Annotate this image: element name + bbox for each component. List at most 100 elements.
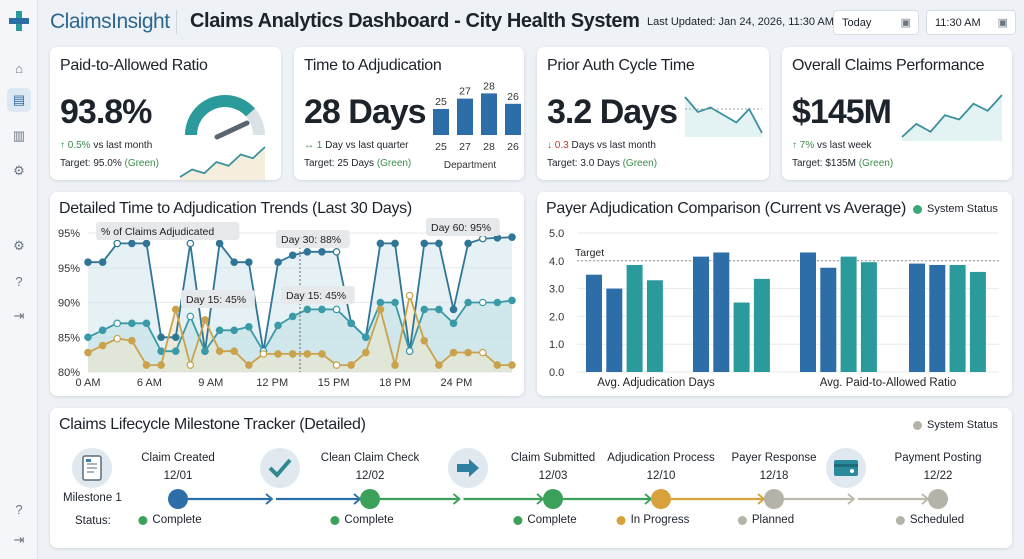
help-icon[interactable]: ? <box>15 273 23 289</box>
calendar-icon: ▣ <box>900 17 911 29</box>
data-point <box>464 348 472 357</box>
data-point <box>201 316 209 324</box>
legend-dot <box>913 420 922 430</box>
kpi-value: 93.8% <box>60 93 152 131</box>
milestone-status: Planned <box>737 514 794 526</box>
data-point <box>303 350 312 358</box>
data-point <box>128 336 136 345</box>
milestone-date: 12/10 <box>646 470 676 482</box>
category-label: Avg. Paid-to-Allowed Ratio <box>820 377 957 389</box>
data-point <box>435 239 443 248</box>
payer-bar <box>840 256 857 372</box>
annotation-label: Day 15: 45% <box>186 294 246 306</box>
logout-icon[interactable]: ⇥ <box>13 308 25 323</box>
milestone-name: Clean Claim Check <box>320 452 420 464</box>
dashboard-icon[interactable]: ▤ <box>7 88 31 112</box>
status-text: Scheduled <box>909 514 965 526</box>
data-point <box>318 305 326 314</box>
target-status: (Green) <box>622 158 658 169</box>
milestone-tracker: Claims Lifecycle Milestone Tracker (Deta… <box>50 408 1012 548</box>
logout-icon[interactable]: ⇥ <box>13 532 25 547</box>
milestone-step[interactable]: Clean Claim Check 12/02 <box>321 449 419 485</box>
data-point <box>274 350 282 358</box>
bar-chart-icon[interactable]: ▥ <box>12 128 26 143</box>
time-value: 11:30 AM <box>935 17 981 29</box>
data-point <box>376 298 385 307</box>
data-point <box>361 348 370 357</box>
data-point <box>435 361 443 369</box>
milestone-step[interactable]: Claim Submitted 12/03 <box>511 449 595 485</box>
milestone-date: 12/03 <box>538 470 568 482</box>
data-point <box>84 258 92 266</box>
bar-value-label: 28 <box>483 80 495 92</box>
kpi-value: $145M <box>792 93 892 131</box>
legend-dot <box>913 204 922 214</box>
kpi-value: 28 Days <box>304 93 427 131</box>
milestone-step[interactable]: Claim Created 12/01 <box>141 449 215 485</box>
milestone-date: 12/02 <box>355 470 385 482</box>
status-text: Complete <box>152 514 202 526</box>
data-point <box>230 258 239 266</box>
data-point <box>332 247 341 256</box>
target-text: Target: 95.0% <box>60 158 125 169</box>
milestone-status: Complete <box>513 514 577 526</box>
help-icon[interactable]: ? <box>15 501 23 517</box>
bar-value-label: 25 <box>435 96 447 108</box>
annotation-label: Day 60: 95% <box>431 222 491 234</box>
data-point <box>391 298 399 307</box>
data-point <box>98 341 107 350</box>
payer-chart-card: Payer Adjudication Comparison (Current v… <box>537 192 1012 396</box>
data-point <box>98 326 107 335</box>
data-point <box>449 348 458 357</box>
data-point <box>288 251 297 260</box>
milestone-node <box>543 489 563 509</box>
brand-name: ClaimsInsight <box>50 10 170 33</box>
track-arrow <box>847 493 856 505</box>
delta-value: 0.5% <box>67 140 91 151</box>
milestone-node <box>360 489 380 509</box>
payer-bar <box>969 271 986 372</box>
data-point <box>215 239 224 248</box>
logo-icon <box>9 11 29 31</box>
payer-legend: System Status <box>913 203 998 215</box>
payer-bar <box>693 256 709 372</box>
milestone-node <box>764 489 784 509</box>
y-tick-label: 95% <box>58 263 80 275</box>
target-text: Target: 3.0 Days <box>547 158 623 169</box>
time-picker[interactable]: 11:30 AM ▣ <box>926 10 1016 35</box>
milestone-status: Complete <box>138 514 202 526</box>
milestone-date: 12/22 <box>923 470 953 482</box>
kpi-title: Prior Auth Cycle Time <box>547 57 695 74</box>
home-icon[interactable]: ⌂ <box>15 60 23 76</box>
annotation-label: % of Claims Adjudicated <box>101 226 214 238</box>
data-point <box>142 319 151 328</box>
annotation-label: Day 30: 88% <box>281 234 341 246</box>
delta-text: vs last week <box>814 140 872 151</box>
data-point <box>215 347 224 355</box>
data-point <box>171 333 180 342</box>
x-tick-label: 9 AM <box>198 377 223 389</box>
data-point <box>478 298 487 307</box>
gear-icon[interactable]: ⚙ <box>13 238 25 253</box>
data-point <box>215 326 224 335</box>
milestone-step[interactable]: Payment Posting 12/22 <box>895 449 982 485</box>
data-point <box>303 247 312 256</box>
settings-icon[interactable]: ⚙ <box>13 163 25 178</box>
status-dot <box>330 515 340 525</box>
milestone-name: Payer Response <box>731 452 817 464</box>
milestone-step[interactable]: Adjudication Process 12/10 <box>607 449 714 485</box>
payer-bar <box>606 288 623 372</box>
y-tick-label: 3.0 <box>549 284 564 296</box>
dept-bar <box>457 98 473 135</box>
x-tick-label: 0 AM <box>75 377 100 389</box>
milestone-name: Adjudication Process <box>607 452 715 464</box>
payer-bar <box>586 274 602 372</box>
milestone-step[interactable]: Payer Response 12/18 <box>731 449 816 485</box>
kpi-title: Paid-to-Allowed Ratio <box>60 57 208 74</box>
data-point <box>449 319 458 328</box>
bar-value-label: 27 <box>459 86 471 98</box>
payer-bar <box>929 264 946 372</box>
delta-arrow-icon: ↑ <box>792 140 797 151</box>
delta-arrow-icon: ↑ <box>60 140 65 151</box>
date-picker[interactable]: Today ▣ <box>833 10 919 35</box>
